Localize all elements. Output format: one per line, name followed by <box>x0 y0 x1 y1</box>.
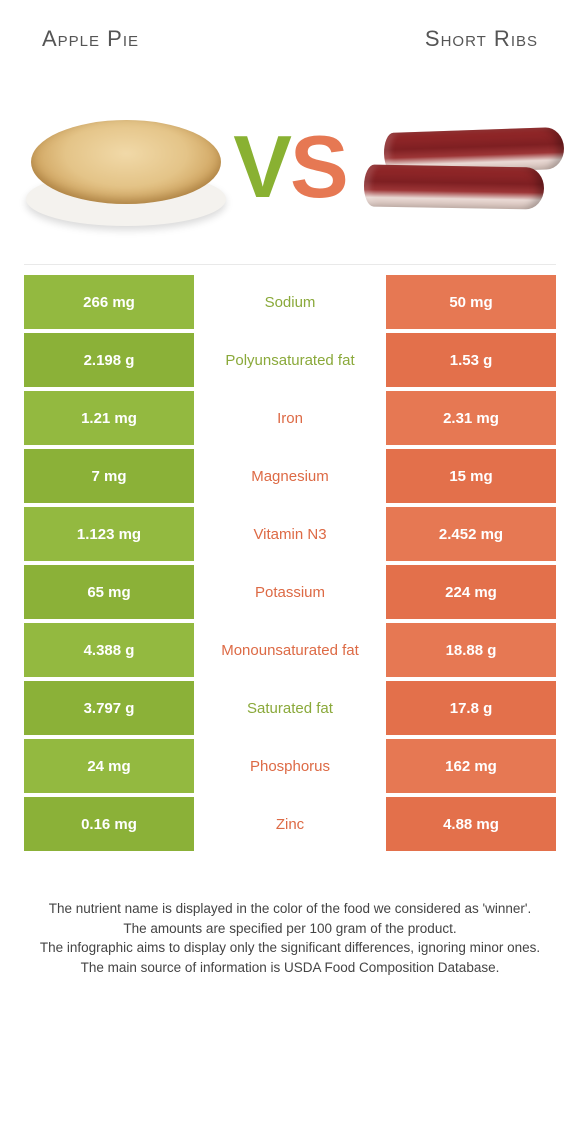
left-value: 1.123 mg <box>24 507 194 561</box>
right-value: 18.88 g <box>386 623 556 677</box>
right-value: 224 mg <box>386 565 556 619</box>
nutrient-name: Phosphorus <box>194 739 386 793</box>
hero-images: VS <box>0 64 580 264</box>
header: Apple Pie Short Ribs <box>0 0 580 52</box>
table-row: 24 mgPhosphorus162 mg <box>24 739 556 793</box>
left-value: 1.21 mg <box>24 391 194 445</box>
nutrient-name: Vitamin N3 <box>194 507 386 561</box>
separator <box>24 264 556 265</box>
nutrient-name: Saturated fat <box>194 681 386 735</box>
apple-pie-icon <box>26 120 226 230</box>
table-row: 65 mgPotassium224 mg <box>24 565 556 619</box>
table-row: 1.123 mgVitamin N32.452 mg <box>24 507 556 561</box>
nutrient-name: Sodium <box>194 275 386 329</box>
right-value: 2.452 mg <box>386 507 556 561</box>
left-value: 266 mg <box>24 275 194 329</box>
left-value: 24 mg <box>24 739 194 793</box>
vs-v: V <box>233 117 290 216</box>
left-value: 65 mg <box>24 565 194 619</box>
left-value: 7 mg <box>24 449 194 503</box>
vs-s: S <box>290 117 347 216</box>
right-value: 162 mg <box>386 739 556 793</box>
left-value: 4.388 g <box>24 623 194 677</box>
left-food-title: Apple Pie <box>42 26 139 52</box>
table-row: 7 mgMagnesium15 mg <box>24 449 556 503</box>
right-value: 2.31 mg <box>386 391 556 445</box>
nutrient-name: Iron <box>194 391 386 445</box>
right-value: 50 mg <box>386 275 556 329</box>
table-row: 0.16 mgZinc4.88 mg <box>24 797 556 851</box>
footer-line: The infographic aims to display only the… <box>34 938 546 958</box>
table-row: 266 mgSodium50 mg <box>24 275 556 329</box>
footer-line: The nutrient name is displayed in the co… <box>34 899 546 919</box>
table-row: 2.198 gPolyunsaturated fat1.53 g <box>24 333 556 387</box>
nutrient-name: Zinc <box>194 797 386 851</box>
nutrient-table: 266 mgSodium50 mg2.198 gPolyunsaturated … <box>24 275 556 851</box>
right-food-title: Short Ribs <box>425 26 538 52</box>
left-value: 0.16 mg <box>24 797 194 851</box>
left-value: 3.797 g <box>24 681 194 735</box>
footer-line: The main source of information is USDA F… <box>34 958 546 978</box>
right-value: 1.53 g <box>386 333 556 387</box>
left-value: 2.198 g <box>24 333 194 387</box>
right-value: 15 mg <box>386 449 556 503</box>
footer-notes: The nutrient name is displayed in the co… <box>34 899 546 977</box>
right-value: 17.8 g <box>386 681 556 735</box>
nutrient-name: Potassium <box>194 565 386 619</box>
table-row: 3.797 gSaturated fat17.8 g <box>24 681 556 735</box>
vs-label: VS <box>233 116 346 218</box>
nutrient-name: Magnesium <box>194 449 386 503</box>
nutrient-name: Monounsaturated fat <box>194 623 386 677</box>
short-ribs-icon <box>354 124 554 224</box>
nutrient-name: Polyunsaturated fat <box>194 333 386 387</box>
table-row: 1.21 mgIron2.31 mg <box>24 391 556 445</box>
table-row: 4.388 gMonounsaturated fat18.88 g <box>24 623 556 677</box>
right-value: 4.88 mg <box>386 797 556 851</box>
footer-line: The amounts are specified per 100 gram o… <box>34 919 546 939</box>
